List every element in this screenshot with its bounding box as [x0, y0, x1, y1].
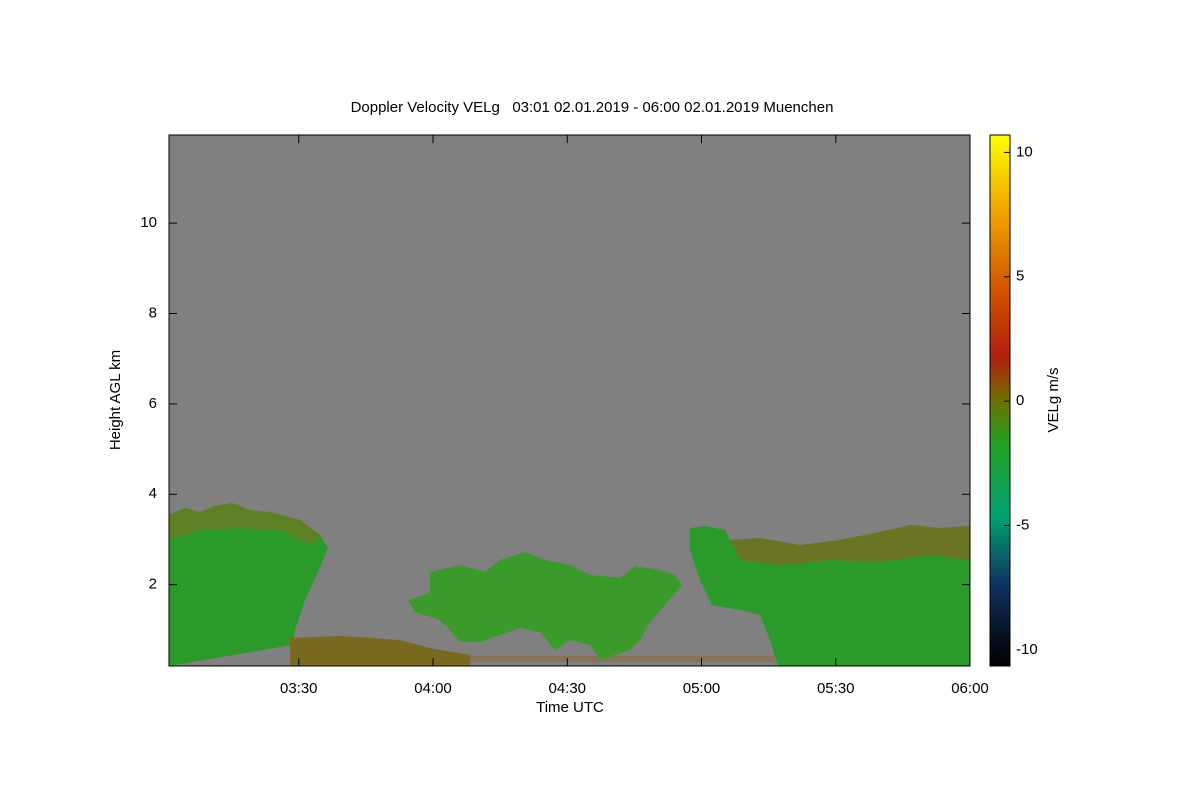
y-tick-label: 10: [140, 214, 157, 231]
x-axis-label: Time UTC: [536, 699, 604, 716]
y-tick-label: 4: [149, 485, 157, 502]
colorbar-tick-label: -10: [1016, 641, 1038, 658]
chart-title: Doppler Velocity VELg 03:01 02.01.2019 -…: [351, 99, 834, 116]
x-tick-label: 04:00: [414, 680, 452, 697]
cloud-echoes: [169, 503, 970, 666]
plot-frame: [168, 134, 971, 667]
colorbar-tick-label: -5: [1016, 516, 1029, 533]
x-tick-label: 03:30: [280, 680, 318, 697]
colorbar-tick-label: 5: [1016, 268, 1024, 285]
colorbar: [989, 134, 1011, 667]
y-tick-label: 8: [149, 304, 157, 321]
y-axis-label: Height AGL km: [107, 350, 124, 450]
y-tick-label: 2: [149, 576, 157, 593]
x-tick-label: 05:00: [683, 680, 721, 697]
colorbar-label: VELg m/s: [1045, 367, 1062, 432]
y-tick-label: 6: [149, 395, 157, 412]
colorbar-tick-label: 10: [1016, 143, 1033, 160]
x-tick-label: 04:30: [548, 680, 586, 697]
x-tick-label: 05:30: [817, 680, 855, 697]
x-tick-label: 06:00: [951, 680, 989, 697]
colorbar-tick-label: 0: [1016, 392, 1024, 409]
